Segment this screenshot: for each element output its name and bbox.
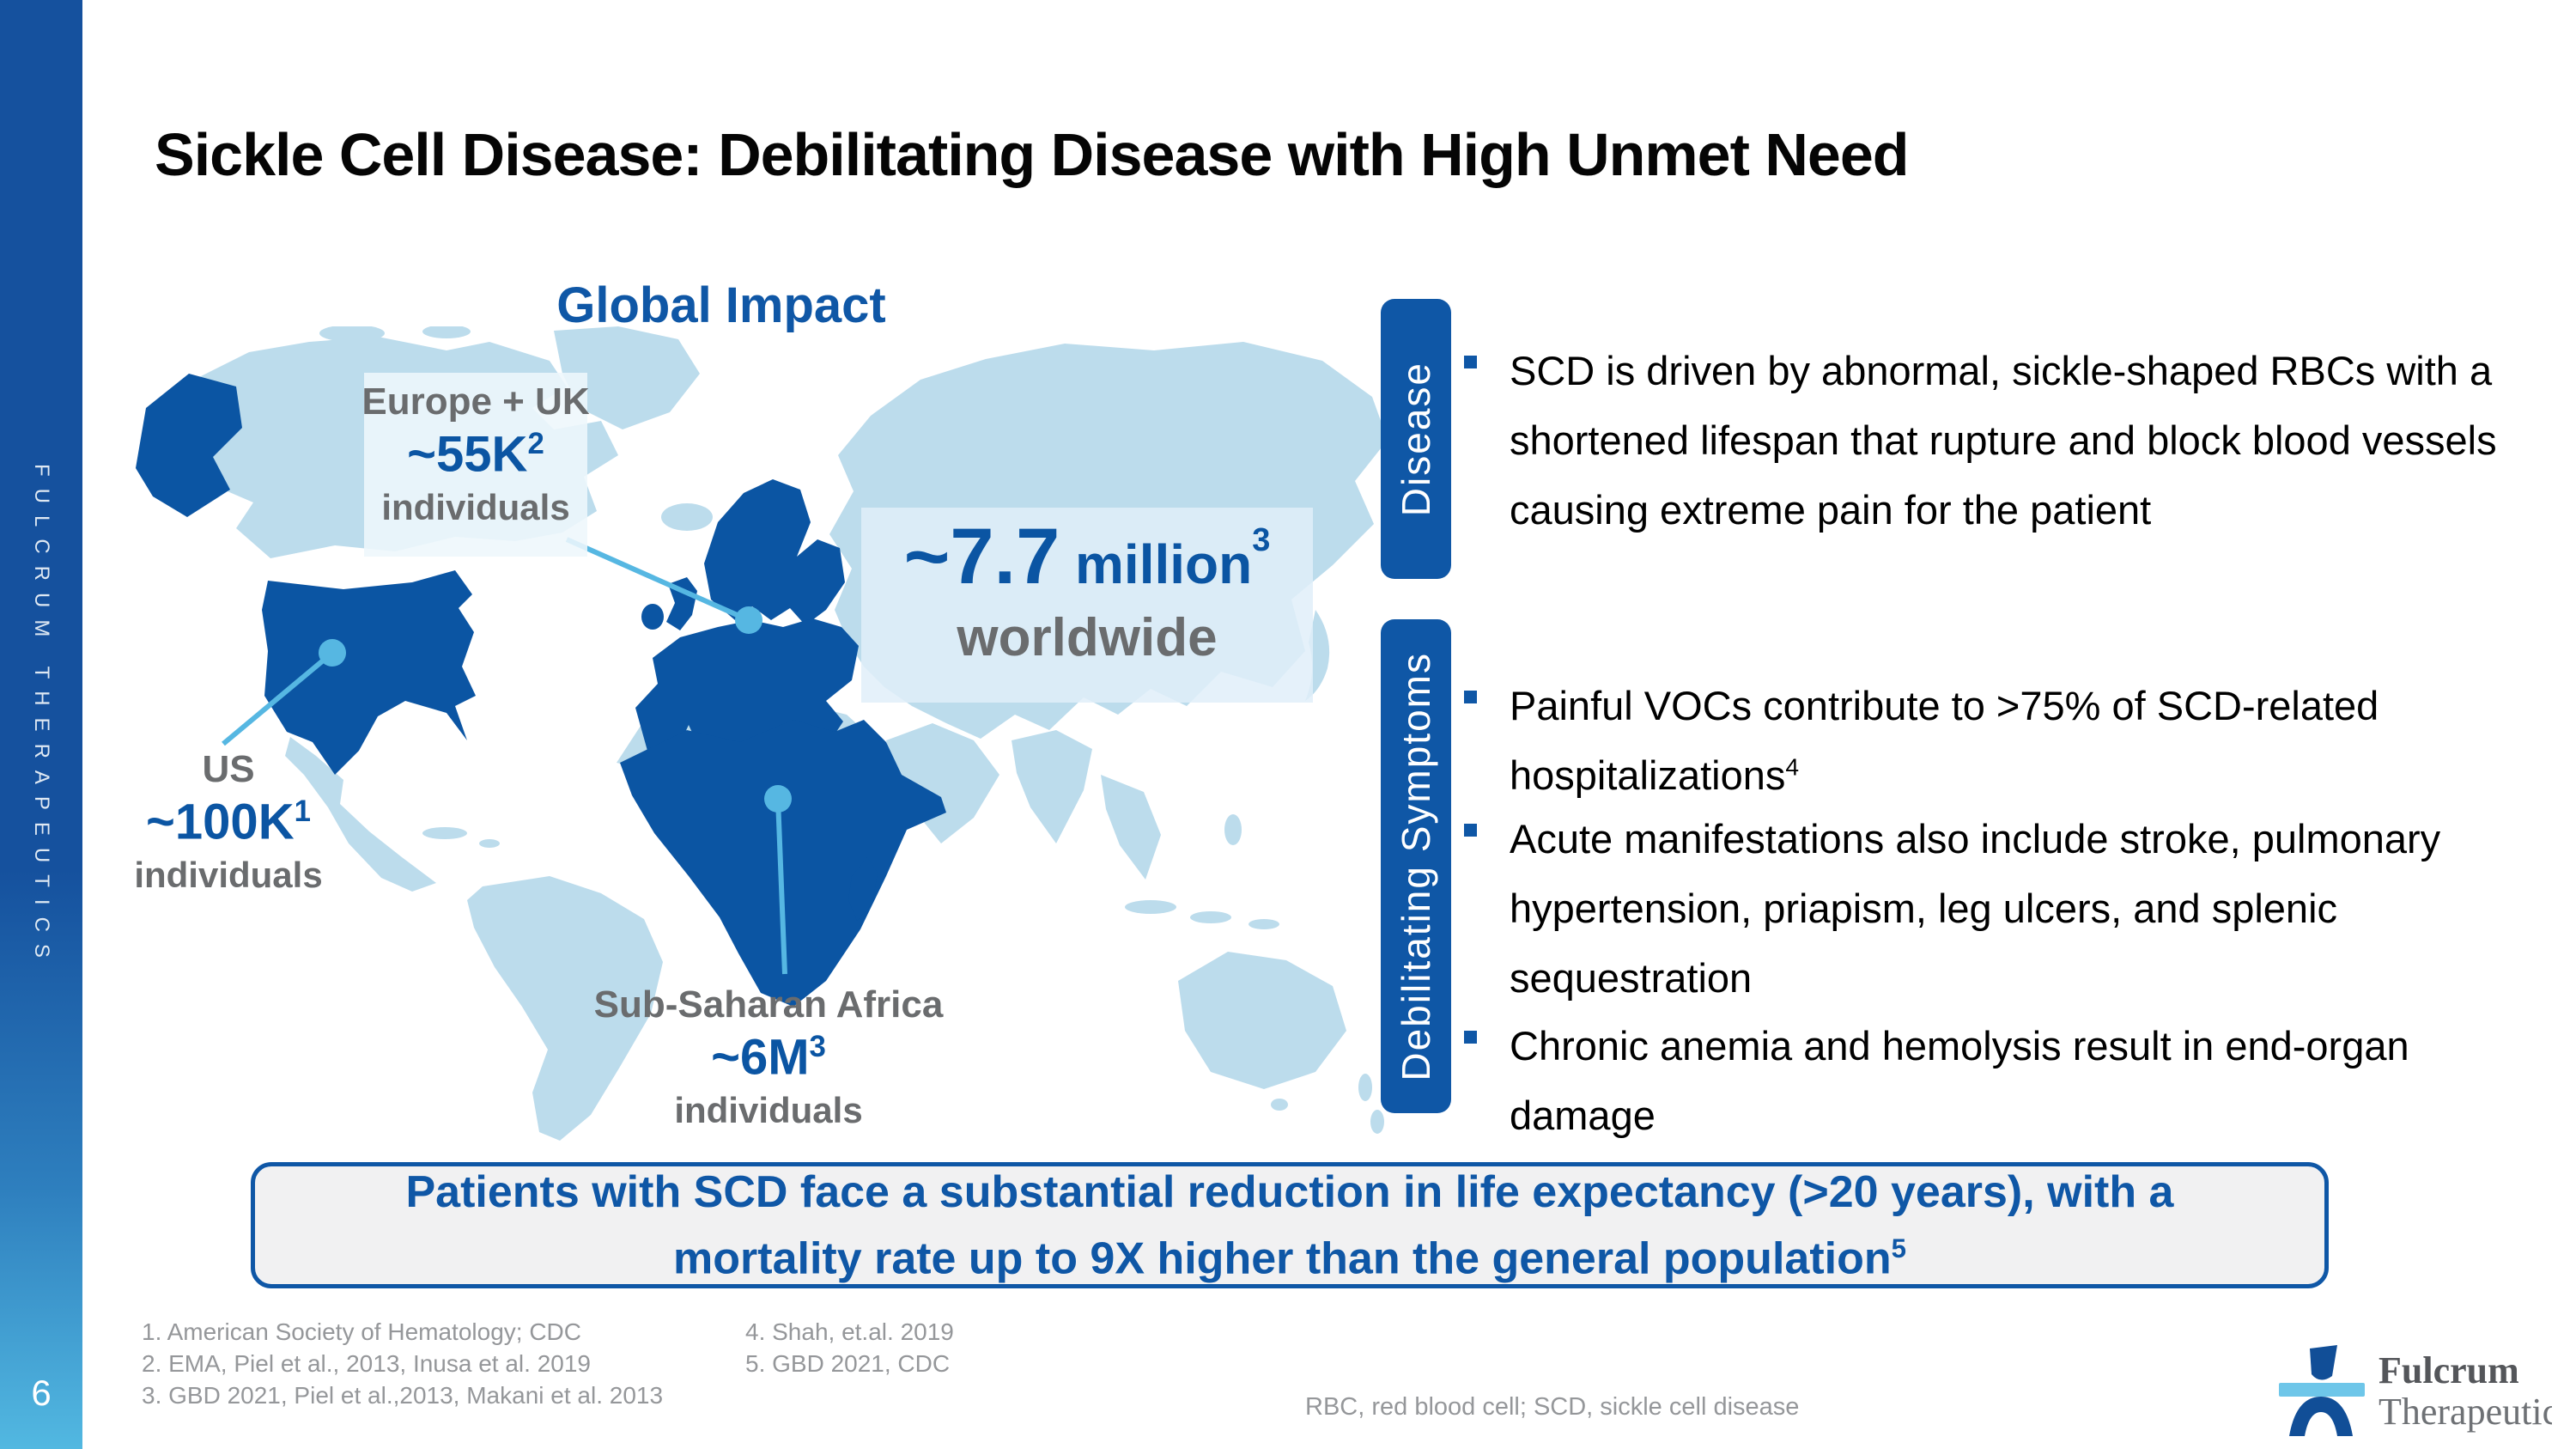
symptoms-bullet-3: Chronic anemia and hemolysis result in e… [1464, 1012, 2563, 1151]
fulcrum-therapeutics-logo: Fulcrum Therapeutics [2279, 1345, 2552, 1436]
ssa-name: Sub-Saharan Africa [593, 983, 944, 1026]
disease-bullet-1: SCD is driven by abnormal, sickle-shaped… [1464, 337, 2563, 545]
footnote-5: 5. GBD 2021, CDC [745, 1350, 951, 1377]
abbreviations-note: RBC, red blood cell; SCD, sickle cell di… [1305, 1393, 1800, 1421]
footnotes-column-2: 4. Shah, et.al. 2019 5. GBD 2021, CDC [745, 1316, 954, 1379]
europe-uk-stat: ~55K2 [407, 425, 544, 482]
worldwide-stat: ~7.7 million3 [903, 513, 1271, 600]
bullet-square-icon [1464, 691, 1477, 703]
map-iceland [661, 503, 713, 531]
us-name: US [202, 748, 255, 790]
bullet-square-icon [1464, 1031, 1477, 1044]
map-mexico-central-america [285, 737, 436, 892]
footnote-2: 2. EMA, Piel et al., 2013, Inusa et al. … [142, 1350, 591, 1377]
tab-debilitating-symptoms: Debilitating Symptoms [1381, 619, 1451, 1113]
map-subsaharan-africa-highlight [620, 720, 946, 1007]
us-stat: ~100K1 [146, 793, 311, 849]
europe-label-backdrop [364, 373, 587, 557]
footnotes-column-1: 1. American Society of Hematology; CDC 2… [142, 1316, 663, 1411]
fulcrum-logo-mark [2279, 1345, 2365, 1436]
logo-arch-icon [2289, 1397, 2353, 1436]
ssa-stat: ~6M3 [711, 1028, 826, 1085]
map-us-highlight [262, 570, 476, 775]
subsaharan-africa-label: Sub-Saharan Africa ~6M3 individuals [558, 984, 979, 1130]
slide-title: Sickle Cell Disease: Debilitating Diseas… [155, 121, 1910, 188]
ssa-unit: individuals [674, 1090, 863, 1131]
callout-line2: mortality rate up to 9X higher than the … [673, 1233, 1906, 1284]
sidebar-brand-bar: FULCRUM THERAPEUTICS 6 [0, 0, 82, 1449]
map-uk-highlight [666, 577, 697, 630]
us-unit: individuals [134, 855, 323, 896]
map-heading: Global Impact [556, 277, 886, 333]
footnote-4: 4. Shah, et.al. 2019 [745, 1318, 954, 1345]
worldwide-label-backdrop [861, 508, 1313, 703]
africa-marker-dot [764, 785, 792, 813]
map-madagascar-highlight [848, 857, 878, 921]
map-scandinavia-highlight [704, 479, 845, 625]
map-south-america [467, 876, 663, 1141]
map-middle-east [886, 723, 999, 843]
symptoms-bullet-2: Acute manifestations also include stroke… [1464, 805, 2563, 1013]
bullet-square-icon [1464, 356, 1477, 368]
worldwide-word: worldwide [957, 608, 1218, 667]
callout-line1: Patients with SCD face a substantial red… [405, 1166, 2174, 1217]
us-label: US ~100K1 individuals [82, 749, 374, 895]
map-europe-highlight [635, 618, 859, 783]
tab-disease-label: Disease [1394, 361, 1438, 517]
tab-symptoms-label: Debilitating Symptoms [1394, 651, 1438, 1081]
map-indochina [1101, 775, 1161, 880]
page-number: 6 [31, 1373, 52, 1413]
worldwide-label: ~7.7 million3 worldwide [861, 517, 1313, 665]
logo-head-icon [2310, 1345, 2337, 1380]
europe-leader-line [565, 537, 750, 623]
sidebar-brand: FULCRUM THERAPEUTICS [0, 464, 82, 1134]
sidebar-brand-text: FULCRUM THERAPEUTICS [30, 464, 53, 970]
map-greenland [554, 326, 700, 429]
europe-uk-name: Europe + UK [361, 381, 590, 423]
logo-bar-icon [2279, 1383, 2365, 1397]
europe-uk-label: Europe + UK ~55K2 individuals [347, 381, 605, 527]
africa-leader-line [775, 798, 787, 975]
us-leader-line [222, 650, 334, 746]
map-ireland-highlight [641, 604, 664, 630]
tab-disease: Disease [1381, 299, 1451, 579]
europe-marker-dot [735, 606, 762, 634]
us-marker-dot [319, 639, 346, 667]
map-india [1012, 730, 1092, 843]
map-alaska-highlight [136, 374, 242, 517]
logo-suffix-text: Therapeutics [2379, 1391, 2552, 1433]
footnote-3: 3. GBD 2021, Piel et al.,2013, Makani et… [142, 1382, 664, 1409]
bullet-square-icon [1464, 824, 1477, 837]
map-australia [1178, 952, 1346, 1089]
footnote-1: 1. American Society of Hematology; CDC [142, 1318, 581, 1345]
europe-uk-unit: individuals [381, 487, 570, 528]
symptoms-bullet-1: Painful VOCs contribute to >75% of SCD-r… [1464, 672, 2563, 811]
logo-name-text: Fulcrum [2379, 1349, 2519, 1391]
callout-box: Patients with SCD face a substantial red… [251, 1162, 2329, 1288]
